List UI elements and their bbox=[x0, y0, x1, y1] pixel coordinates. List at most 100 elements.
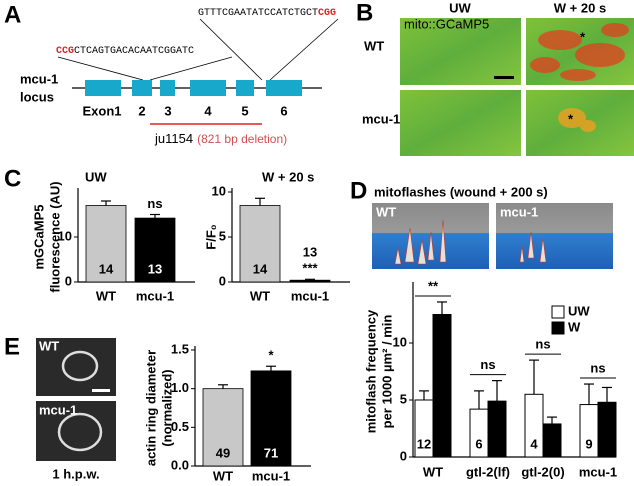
panel-title: mitoflashes (wound + 200 s) bbox=[374, 184, 548, 199]
column-label: UW bbox=[449, 0, 471, 15]
y-tick-label: 0 bbox=[219, 273, 226, 288]
bar bbox=[289, 279, 331, 283]
allele: ju1154 (821 bp deletion) bbox=[154, 131, 287, 146]
calcium-signal bbox=[530, 23, 629, 81]
row-label: mcu-1 bbox=[362, 111, 400, 126]
n-label: 9 bbox=[585, 436, 592, 451]
image-caption: 1 h.p.w. bbox=[52, 466, 99, 481]
n-label: 12 bbox=[417, 436, 431, 451]
x-tick-label: WT bbox=[250, 288, 270, 303]
y-tick-label: 5 bbox=[400, 391, 407, 406]
x-tick-label: mcu-1 bbox=[579, 464, 617, 479]
y-tick-label: 0 bbox=[400, 448, 407, 463]
column-label: W + 20 s bbox=[554, 0, 606, 15]
wound-marker: * bbox=[568, 111, 574, 126]
x-tick-label: gtl-2(0) bbox=[521, 464, 564, 479]
row-label: WT bbox=[364, 38, 384, 53]
y-tick-label: 10 bbox=[58, 228, 72, 243]
significance: ns bbox=[147, 196, 162, 211]
n-label: 71 bbox=[264, 445, 278, 460]
y-axis-label: actin ring diameter bbox=[143, 350, 158, 466]
bar bbox=[239, 205, 281, 283]
reporter-label: mito::GCaMP5 bbox=[404, 16, 489, 31]
significance: ns bbox=[590, 360, 605, 375]
deletion-note: (821 bp deletion) bbox=[197, 132, 287, 146]
bar bbox=[432, 314, 452, 458]
exon-label: 5 bbox=[241, 103, 248, 118]
y-axis-label: F/F₀ bbox=[203, 224, 218, 249]
legend-label: UW bbox=[568, 303, 590, 318]
bar bbox=[597, 401, 617, 458]
y-tick-label: 5 bbox=[219, 228, 226, 243]
sequence: GTTTCGAATATCCATCTGCTCGG bbox=[198, 8, 336, 19]
y-tick-label: 0.0 bbox=[171, 457, 189, 472]
exon-label: 3 bbox=[164, 103, 171, 118]
y-tick-label: 1.5 bbox=[171, 341, 189, 356]
y-axis-label: mGCaMP5 bbox=[31, 204, 46, 269]
exon-label: Exon1 bbox=[82, 103, 121, 118]
image-label: mcu-1 bbox=[39, 402, 77, 417]
exon-label: 2 bbox=[138, 103, 145, 118]
bar bbox=[85, 205, 127, 283]
bar bbox=[134, 217, 176, 283]
y-axis-label: fluorescence (AU) bbox=[47, 181, 62, 292]
image bbox=[36, 338, 116, 396]
n-label: 4 bbox=[530, 436, 538, 451]
exon-label: 6 bbox=[280, 103, 287, 118]
sequence: CTCAGTGACACAATCGGATC bbox=[74, 46, 194, 57]
n-label: 14 bbox=[253, 261, 268, 276]
x-tick-label: mcu-1 bbox=[291, 288, 329, 303]
bar bbox=[202, 388, 244, 467]
x-tick-label: gtl-2(lf) bbox=[466, 464, 510, 479]
image bbox=[36, 401, 116, 461]
panel-letter: A bbox=[4, 1, 21, 28]
significance: ns bbox=[535, 337, 550, 352]
scale-bar bbox=[92, 389, 110, 392]
x-tick-label: WT bbox=[423, 464, 443, 479]
wound-marker: * bbox=[580, 29, 586, 44]
guide-lines bbox=[57, 18, 339, 81]
bar bbox=[487, 400, 507, 458]
scale-bar bbox=[494, 76, 514, 79]
y-tick-label: 10 bbox=[393, 334, 407, 349]
pam: CCG bbox=[56, 46, 74, 57]
exons bbox=[85, 80, 302, 96]
chart-title: UW bbox=[85, 169, 107, 184]
y-tick-label: 1.0 bbox=[171, 380, 189, 395]
panel-letter: B bbox=[356, 0, 373, 26]
image bbox=[400, 90, 521, 156]
mitoflash-peaks bbox=[394, 219, 547, 265]
sequence: CCGCTCAGTGACACAATCGGATC bbox=[56, 46, 194, 57]
y-axis-label: (normalized) bbox=[159, 369, 174, 446]
legend-swatch bbox=[551, 305, 565, 319]
actin-ring bbox=[57, 350, 103, 452]
chart-title: W + 20 s bbox=[262, 169, 314, 184]
x-tick-label: WT bbox=[96, 288, 116, 303]
n-label: 13 bbox=[303, 245, 317, 260]
significance: * bbox=[268, 348, 274, 363]
panel-letter: E bbox=[4, 333, 20, 360]
legend-label: W bbox=[568, 319, 581, 334]
sequence: GTTTCGAATATCCATCTGCT bbox=[198, 8, 318, 19]
pam: CGG bbox=[318, 8, 336, 19]
bar bbox=[542, 423, 562, 458]
y-tick-label: 10 bbox=[212, 183, 226, 198]
legend-swatch bbox=[551, 321, 565, 335]
x-tick-label: mcu-1 bbox=[252, 468, 290, 483]
calcium-signal bbox=[558, 108, 596, 132]
image-label: mcu-1 bbox=[500, 204, 538, 219]
y-tick-label: 0 bbox=[65, 273, 72, 288]
locus-label: locus bbox=[20, 89, 54, 104]
y-tick-label: 0.5 bbox=[171, 419, 189, 434]
n-label: 13 bbox=[148, 261, 162, 276]
panel-letter: D bbox=[350, 177, 367, 204]
allele-name: ju1154 bbox=[154, 131, 193, 146]
locus-label: mcu-1 bbox=[20, 71, 58, 86]
image-label: WT bbox=[376, 204, 396, 219]
significance: ** bbox=[428, 278, 439, 293]
n-label: 49 bbox=[216, 445, 230, 460]
significance: ns bbox=[480, 357, 495, 372]
significance: *** bbox=[302, 261, 318, 276]
x-tick-label: WT bbox=[213, 468, 233, 483]
